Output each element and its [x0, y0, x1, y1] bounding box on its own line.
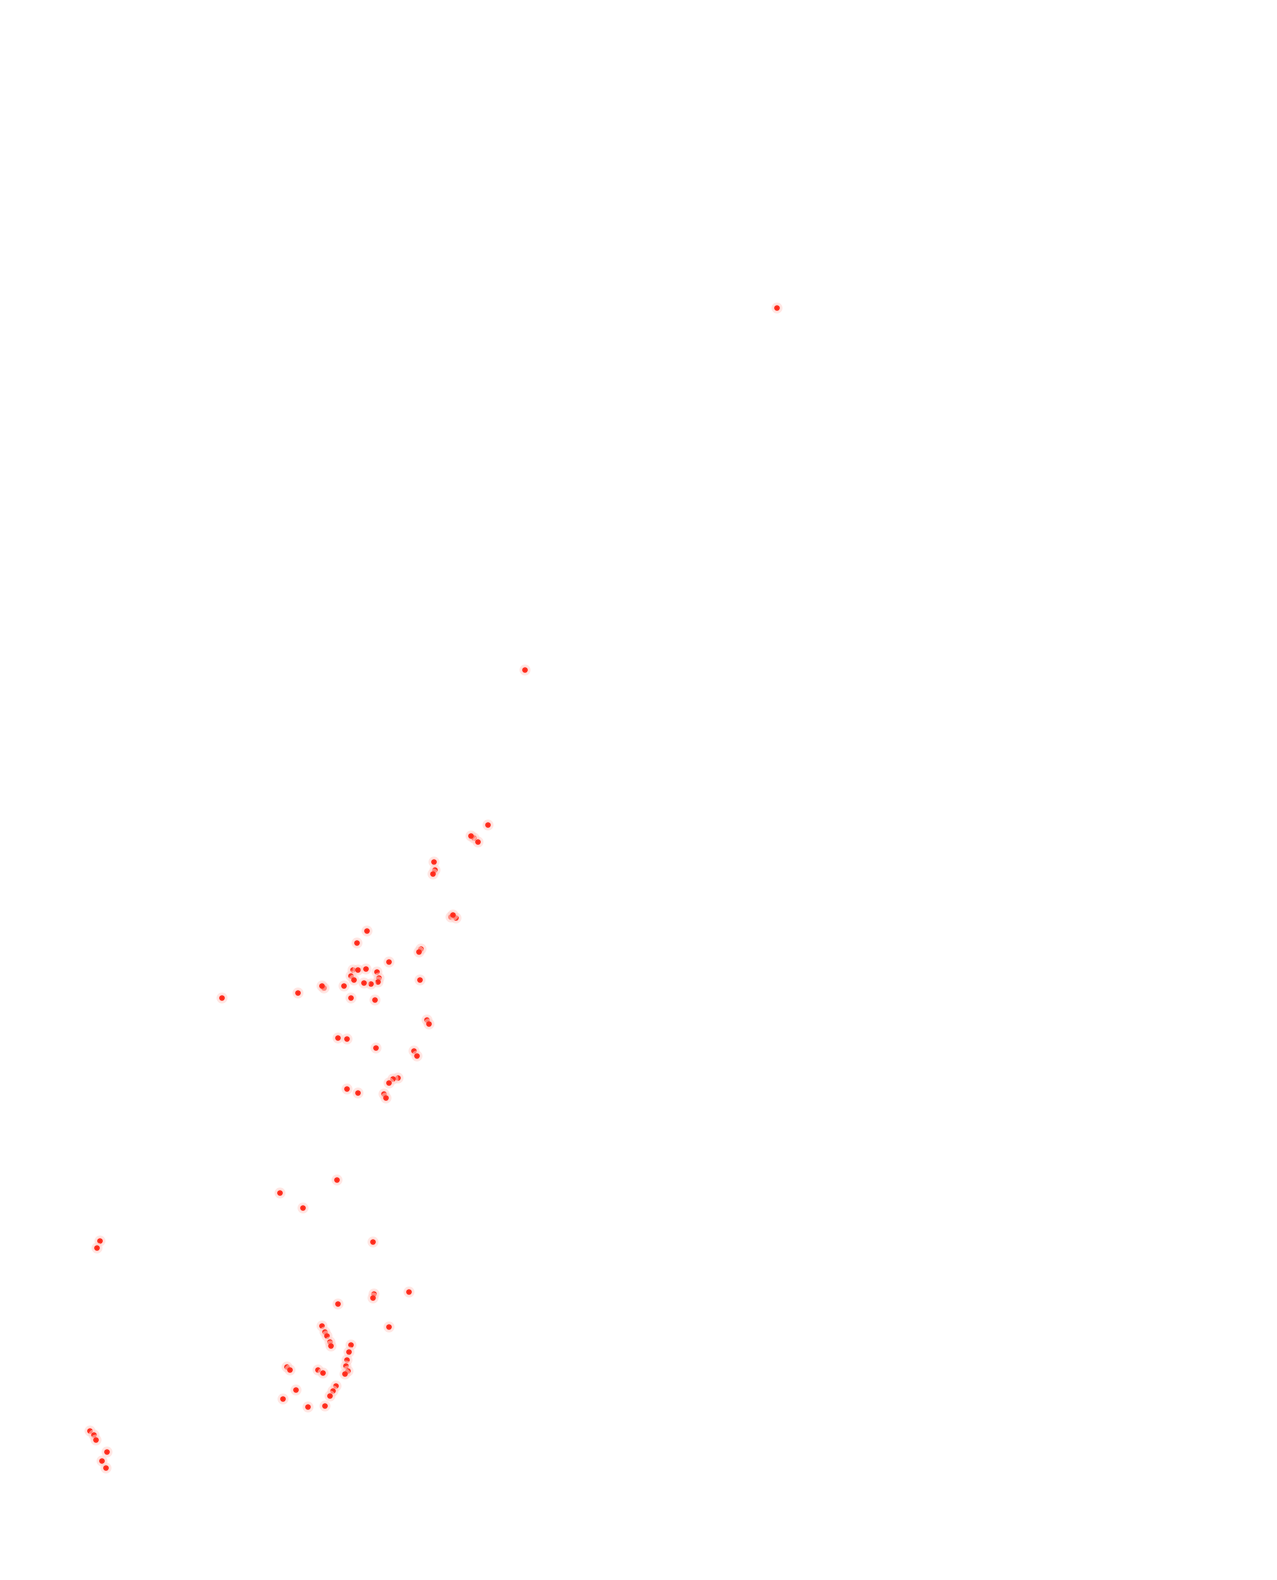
- map-point-58: [367, 1292, 379, 1304]
- map-point-6: [465, 830, 477, 842]
- map-point-40: [370, 1042, 382, 1054]
- map-point-1: [771, 302, 783, 314]
- map-point-37: [423, 1018, 435, 1030]
- map-point-54: [91, 1242, 103, 1254]
- map-point-16: [413, 946, 425, 958]
- map-point-14: [351, 937, 363, 949]
- map-point-59: [332, 1298, 344, 1310]
- map-point-17: [383, 956, 395, 968]
- map-point-47: [352, 1087, 364, 1099]
- map-point-42: [411, 1050, 423, 1062]
- map-point-34: [345, 992, 357, 1004]
- map-point-38: [332, 1032, 344, 1044]
- map-point-71: [339, 1368, 351, 1380]
- map-point-39: [341, 1033, 353, 1045]
- map-point-12: [447, 909, 459, 921]
- map-point-45: [383, 1077, 395, 1089]
- map-point-30: [316, 980, 328, 992]
- map-point-46: [341, 1083, 353, 1095]
- map-point-56: [403, 1286, 415, 1298]
- map-point-7: [428, 856, 440, 868]
- map-point-20: [348, 974, 360, 986]
- map-point-85: [90, 1434, 102, 1446]
- map-point-88: [100, 1462, 112, 1474]
- map-point-79: [290, 1384, 302, 1396]
- map-point-64: [325, 1340, 337, 1352]
- map-point-52: [297, 1202, 309, 1214]
- map-point-80: [277, 1393, 289, 1405]
- map-point-81: [302, 1401, 314, 1413]
- map-point-49: [380, 1092, 392, 1104]
- map-point-31: [414, 974, 426, 986]
- map-point-3: [482, 819, 494, 831]
- map-point-13: [361, 925, 373, 937]
- map-point-28: [338, 980, 350, 992]
- map-point-75: [317, 1367, 329, 1379]
- map-point-82: [319, 1400, 331, 1412]
- map-point-86: [101, 1446, 113, 1458]
- map-point-51: [274, 1187, 286, 1199]
- map-point-32: [292, 987, 304, 999]
- map-point-65: [383, 1321, 395, 1333]
- map-point-27: [358, 977, 370, 989]
- map-point-2: [519, 664, 531, 676]
- map-point-35: [369, 994, 381, 1006]
- map-point-22: [360, 963, 372, 975]
- map-point-78: [324, 1390, 336, 1402]
- map-point-33: [216, 992, 228, 1004]
- map-point-73: [284, 1364, 296, 1376]
- map-point-9: [427, 868, 439, 880]
- map-point-50: [331, 1174, 343, 1186]
- map-point-21: [352, 964, 364, 976]
- map-point-55: [367, 1236, 379, 1248]
